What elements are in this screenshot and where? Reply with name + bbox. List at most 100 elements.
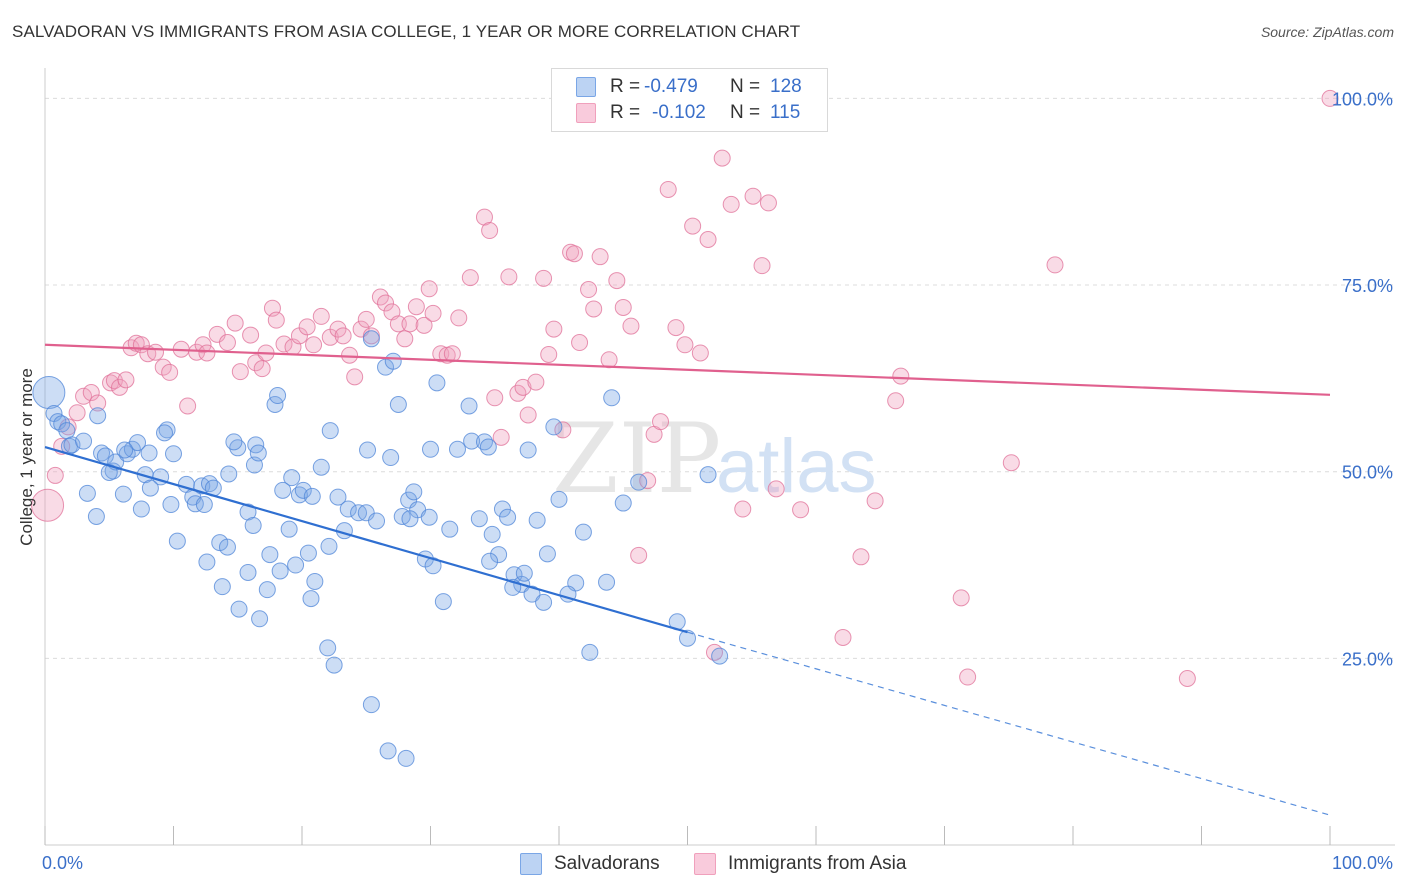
data-point <box>767 480 785 498</box>
data-point <box>298 318 316 336</box>
data-point <box>306 572 324 590</box>
data-point <box>89 407 107 425</box>
data-point <box>538 545 556 563</box>
data-point <box>274 481 292 499</box>
data-point <box>711 647 729 665</box>
data-point <box>32 376 66 410</box>
data-point <box>515 564 533 582</box>
data-point <box>179 397 197 415</box>
y-tick-label: 75.0% <box>1342 276 1393 296</box>
data-point <box>218 334 236 352</box>
data-point <box>952 589 970 607</box>
y-axis-label: College, 1 year or more <box>17 368 36 546</box>
data-point <box>31 488 65 522</box>
bottom-legend-swatch-asia <box>694 853 716 875</box>
data-point <box>713 149 731 167</box>
data-point <box>357 310 375 328</box>
data-point <box>195 496 213 514</box>
data-point <box>407 298 425 316</box>
bottom-legend-asia: Immigrants from Asia <box>694 852 906 876</box>
data-point <box>519 406 537 424</box>
data-point <box>280 520 298 538</box>
data-point <box>389 315 407 333</box>
data-point <box>659 180 677 198</box>
data-point <box>161 363 179 381</box>
data-point <box>490 546 508 564</box>
data-point <box>734 500 752 518</box>
data-point <box>792 501 810 519</box>
data-point <box>622 317 640 335</box>
data-point <box>580 281 598 299</box>
data-point <box>463 432 481 450</box>
data-point <box>158 421 176 439</box>
data-point <box>722 195 740 213</box>
data-point <box>220 465 238 483</box>
data-point <box>639 472 657 490</box>
data-point <box>78 484 96 502</box>
data-point <box>1178 670 1196 688</box>
data-point <box>523 585 541 603</box>
data-point <box>441 520 459 538</box>
data-point <box>744 187 762 205</box>
data-point <box>608 272 626 290</box>
data-point <box>231 363 249 381</box>
data-point <box>486 389 504 407</box>
data-point <box>89 394 107 412</box>
data-point <box>319 639 337 657</box>
data-point <box>379 742 397 760</box>
data-point <box>892 367 910 385</box>
data-point <box>834 628 852 646</box>
trend-line-salvadorans <box>44 446 688 634</box>
data-point <box>186 495 204 513</box>
data-point <box>359 441 377 459</box>
tick-labels: 25.0% 50.0% 75.0% 100.0% 0.0% 100.0% <box>42 89 1393 873</box>
data-point <box>87 507 105 525</box>
data-point <box>341 346 359 364</box>
data-point <box>470 510 488 528</box>
bottom-legend-swatch-salvadorans <box>520 853 542 875</box>
legend-r-value-salvadorans: -0.479 <box>644 76 698 97</box>
data-point <box>424 304 442 322</box>
data-point <box>554 421 572 439</box>
data-point <box>461 269 479 287</box>
data-point <box>58 422 76 440</box>
data-point <box>428 374 446 392</box>
y-tick-label: 50.0% <box>1342 463 1393 483</box>
legend-r-value-asia: -0.102 <box>652 102 706 123</box>
data-point <box>46 466 64 484</box>
data-point <box>571 334 589 352</box>
data-point <box>753 257 771 275</box>
data-point <box>481 552 499 570</box>
data-point <box>305 336 323 354</box>
data-point <box>287 556 305 574</box>
data-point <box>258 581 276 599</box>
data-point <box>271 562 289 580</box>
data-point <box>321 422 339 440</box>
data-point <box>630 546 648 564</box>
trend-line-salvadorans-extension <box>687 631 1331 816</box>
data-point <box>483 525 501 543</box>
data-point <box>334 327 352 345</box>
data-point <box>198 344 216 362</box>
data-point <box>389 396 407 414</box>
data-point <box>1046 256 1064 274</box>
data-point <box>162 496 180 514</box>
data-point <box>218 538 236 556</box>
data-point <box>591 248 609 266</box>
data-point <box>1321 89 1339 107</box>
data-point <box>325 656 343 674</box>
data-point <box>600 351 618 369</box>
data-point <box>225 433 243 451</box>
data-point <box>283 469 301 487</box>
legend-r-label: R = <box>610 102 641 123</box>
data-point <box>194 336 212 354</box>
data-point <box>759 194 777 212</box>
data-point <box>226 314 244 332</box>
source-credit: Source: ZipAtlas.com <box>1260 24 1394 40</box>
data-point <box>540 345 558 363</box>
data-point <box>261 546 279 564</box>
bottom-legend-label-salvadorans: Salvadorans <box>554 853 660 874</box>
data-point <box>422 440 439 458</box>
data-point <box>75 387 93 405</box>
